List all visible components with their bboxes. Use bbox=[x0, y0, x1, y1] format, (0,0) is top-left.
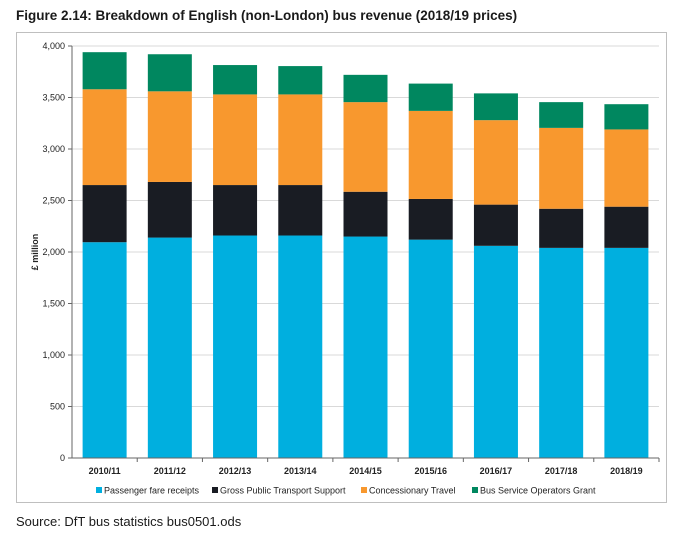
bar-segment bbox=[343, 191, 388, 237]
bar-segment bbox=[147, 237, 192, 458]
bar-segment bbox=[604, 104, 649, 130]
bar-segment bbox=[539, 127, 584, 209]
y-tick-label: 2,500 bbox=[42, 196, 65, 206]
bar-segment bbox=[408, 198, 453, 240]
bar-segment bbox=[147, 91, 192, 182]
legend-swatch bbox=[361, 487, 367, 493]
bar-segment bbox=[473, 245, 518, 458]
x-tick-label: 2013/14 bbox=[284, 466, 317, 476]
bar-segment bbox=[213, 185, 258, 236]
bar-segment bbox=[82, 89, 127, 186]
x-tick-label: 2015/16 bbox=[414, 466, 447, 476]
bar-segment bbox=[604, 206, 649, 248]
chart-frame bbox=[16, 32, 667, 503]
y-tick-label: 1,000 bbox=[42, 350, 65, 360]
x-tick-label: 2010/11 bbox=[89, 466, 121, 476]
bar-segment bbox=[473, 93, 518, 121]
bar-segment bbox=[408, 239, 453, 458]
bar-segment bbox=[147, 54, 192, 92]
legend-swatch bbox=[212, 487, 218, 493]
bar-segment bbox=[82, 185, 127, 243]
x-tick-label: 2011/12 bbox=[154, 466, 186, 476]
bar-segment bbox=[539, 247, 584, 458]
bar-segment bbox=[82, 242, 127, 458]
bar-segment bbox=[343, 236, 388, 458]
bar-segment bbox=[278, 185, 323, 236]
bar-segment bbox=[343, 102, 388, 192]
bar-segment bbox=[408, 83, 453, 111]
bar-segment bbox=[604, 129, 649, 207]
bar-segment bbox=[278, 235, 323, 458]
bar-segment bbox=[408, 110, 453, 199]
bar-segment bbox=[539, 208, 584, 248]
y-tick-label: 3,000 bbox=[42, 144, 65, 154]
bar-segment bbox=[604, 247, 649, 458]
bar-segment bbox=[539, 102, 584, 128]
bar-segment bbox=[278, 66, 323, 95]
legend-label: Bus Service Operators Grant bbox=[480, 486, 596, 496]
bar-segment bbox=[213, 65, 258, 95]
legend-swatch bbox=[96, 487, 102, 493]
y-tick-label: 2,000 bbox=[42, 247, 65, 257]
legend-label: Passenger fare receipts bbox=[104, 486, 200, 496]
y-tick-label: 1,500 bbox=[42, 299, 65, 309]
source-note: Source: DfT bus statistics bus0501.ods bbox=[16, 514, 242, 529]
y-tick-label: 4,000 bbox=[42, 41, 65, 51]
x-tick-label: 2017/18 bbox=[545, 466, 578, 476]
legend-swatch bbox=[472, 487, 478, 493]
y-tick-label: 500 bbox=[50, 402, 65, 412]
bar-segment bbox=[343, 74, 388, 103]
bar-segment bbox=[473, 120, 518, 205]
legend-label: Concessionary Travel bbox=[369, 486, 456, 496]
x-tick-label: 2018/19 bbox=[610, 466, 643, 476]
y-tick-label: 0 bbox=[60, 453, 65, 463]
bar-segment bbox=[82, 52, 127, 90]
bar-segment bbox=[278, 94, 323, 186]
bar-segment bbox=[473, 204, 518, 246]
legend-label: Gross Public Transport Support bbox=[220, 486, 346, 496]
bar-segment bbox=[213, 94, 258, 186]
y-tick-label: 3,500 bbox=[42, 93, 65, 103]
x-tick-label: 2014/15 bbox=[349, 466, 382, 476]
x-tick-label: 2016/17 bbox=[480, 466, 513, 476]
x-tick-label: 2012/13 bbox=[219, 466, 252, 476]
bar-segment bbox=[213, 235, 258, 458]
figure-title: Figure 2.14: Breakdown of English (non-L… bbox=[16, 8, 518, 23]
bar-segment bbox=[147, 181, 192, 238]
y-axis-label: £ million bbox=[30, 234, 40, 271]
